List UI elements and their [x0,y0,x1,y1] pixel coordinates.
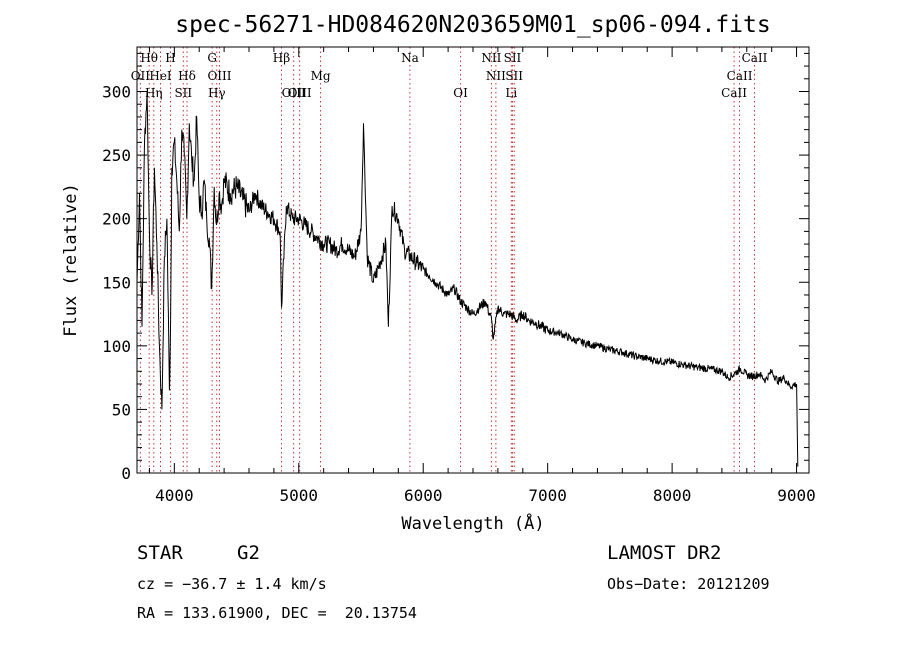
line-label: Li [505,86,517,100]
plot-frame [136,46,810,474]
line-label: G [207,51,217,65]
line-label: Na [401,51,419,65]
survey-name: LAMOST DR2 [607,542,722,564]
redshift-velocity: cz = −36.7 ± 1.4 km/s [137,575,327,593]
spectral-line-labels: HθOIIHηHeIHHδSIIGOIIIHγHβOIIIOIIIMgNaOIN… [131,51,768,100]
chart-title: spec-56271-HD084620N203659M01_sp06-094.f… [175,12,770,38]
y-tick-label: 250 [102,146,131,165]
y-axis-label: Flux (relative) [61,183,81,337]
object-type: STAR [137,542,183,564]
line-label: CaII [727,69,753,83]
subclass: G2 [237,542,260,564]
line-label: SII [174,86,192,100]
y-tick-label: 50 [112,400,131,419]
y-tick-label: 100 [102,337,131,356]
line-label: Hη [145,86,163,100]
y-tick-label: 200 [102,210,131,229]
x-tick-label: 9000 [777,486,816,505]
line-label: OII [131,69,151,83]
line-label: OIII [207,69,231,83]
x-tick-label: 5000 [280,486,319,505]
line-label: H [165,51,175,65]
line-label: Hβ [273,51,290,65]
y-tick-label: 150 [102,273,131,292]
axis-ticks: 4000 5000 6000 7000 8000 9000 0 50 100 150 200 250 3… [102,47,816,505]
line-label: OI [453,86,468,100]
line-label: Hθ [140,51,158,65]
y-tick-label: 0 [121,464,131,483]
line-label: Mg [311,69,331,83]
spectral-line-markers [139,47,755,473]
line-label: OIII [288,86,312,100]
line-label: SII [504,51,522,65]
x-axis-label: Wavelength (Å) [401,512,544,534]
y-tick-label: 300 [102,83,131,102]
line-label: CaII [742,51,768,65]
line-label: CaII [721,86,747,100]
line-label: NII [486,69,506,83]
x-tick-label: 7000 [528,486,567,505]
spectrum-line [136,91,799,467]
line-label: NII [481,51,501,65]
x-tick-label: 8000 [653,486,692,505]
line-label: SII [505,69,523,83]
x-tick-label: 6000 [404,486,443,505]
coordinates: RA = 133.61900, DEC = 20.13754 [137,604,417,622]
x-tick-label: 4000 [155,486,194,505]
line-label: Hγ [208,86,226,100]
observation-date: Obs−Date: 20121209 [607,575,770,593]
line-label: HeI [149,69,172,83]
line-label: Hδ [178,69,196,83]
line-label: OIII [282,86,306,100]
